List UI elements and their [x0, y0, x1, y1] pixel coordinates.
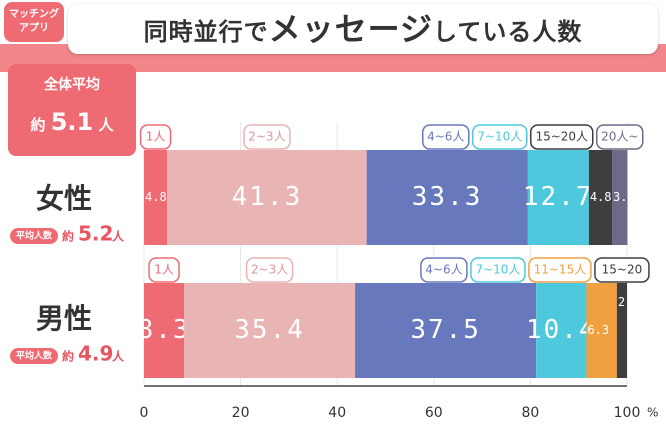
avg-badge-bg — [10, 228, 58, 244]
value-label: 3.2 — [613, 190, 635, 204]
x-tick-label: 100 — [614, 405, 641, 421]
avg-unit: 人 — [112, 229, 125, 244]
badge-line: アプリ — [19, 23, 49, 34]
x-tick-label: 40 — [328, 405, 346, 421]
category-label: 7~10人 — [475, 263, 520, 277]
category-box — [148, 257, 180, 283]
bar-segment — [167, 150, 367, 245]
title-part: 同時並行で — [143, 18, 269, 46]
category-box — [420, 257, 468, 283]
bar-segment — [144, 150, 168, 245]
x-unit: % — [647, 406, 658, 420]
value-label: 10.4 — [526, 315, 597, 345]
bar-segment — [144, 283, 185, 378]
x-tick-label: 60 — [425, 405, 443, 421]
category-label: 1人 — [154, 263, 174, 277]
overall-average: 全体平均 約 5.1 人 — [8, 64, 136, 156]
category-label: 4~6人 — [425, 263, 462, 277]
category-label: 11~15人 — [534, 263, 587, 277]
overall-value: 約 5.1 人 — [8, 108, 136, 136]
avg-value: 5.2 — [78, 222, 113, 246]
x-tick-label: 80 — [521, 405, 539, 421]
avg-badge-bg — [10, 348, 58, 364]
bar-segment — [536, 283, 587, 378]
category-box — [243, 124, 291, 150]
category-label: 15~20人 — [535, 130, 588, 144]
bar-segment — [355, 283, 537, 378]
category-label: 2~3人 — [251, 263, 288, 277]
bar-segment — [366, 150, 528, 245]
value-label: 4.8 — [145, 190, 167, 204]
group-name: 男性 — [36, 302, 92, 335]
avg-prefix: 約 — [62, 349, 74, 364]
avg-unit: 人 — [112, 349, 125, 364]
value: 5.1 — [50, 108, 94, 136]
bar-segment — [184, 283, 356, 378]
category-box — [472, 124, 528, 150]
x-tick-label: 20 — [232, 405, 250, 421]
bar-segment — [616, 283, 627, 378]
category-label: 7~10人 — [477, 130, 522, 144]
bar-segment — [527, 150, 589, 245]
group-name: 女性 — [36, 182, 92, 215]
title-part: メッセージ — [268, 10, 434, 48]
value-label: 6.3 — [587, 323, 609, 337]
title: 同時並行でメッセージしている人数 — [68, 4, 658, 54]
category-label: 20人~ — [601, 130, 638, 144]
category-box — [528, 257, 592, 283]
x-tick-label: 0 — [140, 405, 149, 421]
value-label: 12.7 — [523, 182, 594, 212]
value-label: 8.3 — [138, 315, 191, 345]
avg-value: 4.9 — [78, 342, 113, 366]
value-label: 33.3 — [412, 182, 483, 212]
category-box — [596, 124, 644, 150]
category-box — [530, 124, 594, 150]
title-part: している人数 — [433, 18, 583, 46]
value-label: 4.8 — [590, 190, 612, 204]
avg-badge: 平均人数 — [16, 350, 53, 362]
category-box — [245, 257, 294, 283]
value-label: 37.5 — [410, 315, 481, 345]
category-box — [139, 124, 172, 150]
category-label: 4~6人 — [427, 130, 464, 144]
value-label: 41.3 — [232, 182, 303, 212]
prefix: 約 — [30, 116, 46, 134]
bar-segment — [612, 150, 628, 245]
value-label: 2.1 — [618, 295, 640, 309]
category-label: 15~20 — [602, 263, 643, 277]
avg-badge: 平均人数 — [16, 230, 53, 242]
category-box — [422, 124, 470, 150]
badge-line: マッチング — [9, 9, 59, 20]
unit: 人 — [98, 116, 114, 134]
bar-segment — [586, 283, 617, 378]
value-label: 35.4 — [234, 315, 305, 345]
category-box — [470, 257, 526, 283]
overall-label: 全体平均 — [44, 77, 100, 93]
avg-prefix: 約 — [62, 229, 74, 244]
category-label: 1人 — [146, 130, 166, 144]
app-badge: マッチング アプリ — [4, 2, 64, 42]
category-label: 2~3人 — [248, 130, 285, 144]
bar-segment — [588, 150, 613, 245]
category-box — [594, 257, 650, 283]
